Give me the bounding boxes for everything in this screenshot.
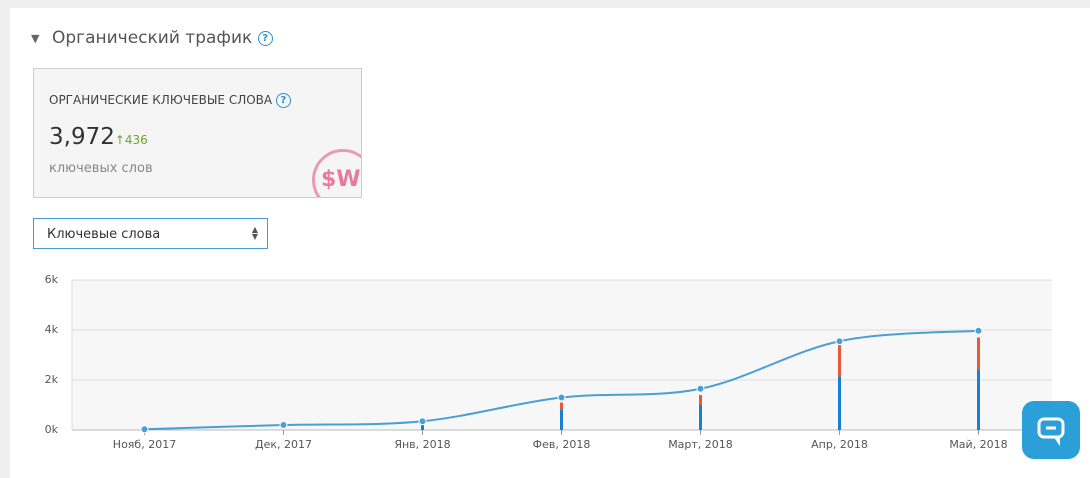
- bar-segment: [838, 345, 841, 377]
- chat-button[interactable]: [1022, 401, 1080, 459]
- point: [140, 425, 149, 434]
- card-label-text: ОРГАНИЧЕСКИЕ КЛЮЧЕВЫЕ СЛОВА: [49, 93, 273, 107]
- x-tick-label: Дек, 2017: [255, 438, 312, 451]
- y-tick-label: 4k: [45, 323, 59, 336]
- logo: $W: [312, 149, 361, 197]
- x-tick-label: Янв, 2018: [394, 438, 450, 451]
- bar-segment: [977, 370, 980, 430]
- help-icon[interactable]: ?: [275, 93, 291, 108]
- metric-select[interactable]: Ключевые слова ▲ ▼: [33, 218, 268, 249]
- card-value-row: 3,972↑436: [49, 124, 148, 150]
- bar-segment: [699, 405, 702, 430]
- bar-segment: [838, 376, 841, 430]
- metric-card: ОРГАНИЧЕСКИЕ КЛЮЧЕВЫЕ СЛОВА ? 3,972↑436 …: [33, 68, 362, 198]
- y-tick-label: 0k: [45, 423, 59, 436]
- point: [696, 384, 705, 393]
- help-icon[interactable]: ?: [257, 30, 273, 46]
- card-unit: ключевых слов: [49, 161, 153, 176]
- x-tick-label: Фев, 2018: [533, 438, 591, 451]
- point: [418, 417, 427, 426]
- bar-segment: [699, 395, 702, 405]
- y-tick-label: 2k: [45, 373, 59, 386]
- card-delta: ↑436: [114, 133, 148, 147]
- card-label: ОРГАНИЧЕСКИЕ КЛЮЧЕВЫЕ СЛОВА ?: [49, 93, 291, 108]
- bar-segment: [421, 425, 424, 430]
- bar-segment: [560, 402, 563, 410]
- x-tick-label: Апр, 2018: [811, 438, 868, 451]
- section-title: Органический трафик ?: [52, 28, 273, 48]
- point: [974, 326, 983, 335]
- chat-icon: [1037, 417, 1065, 447]
- x-tick-label: Март, 2018: [668, 438, 733, 451]
- select-label: Ключевые слова: [47, 227, 161, 242]
- bar-segment: [977, 337, 980, 370]
- bar-segment: [560, 410, 563, 430]
- point: [835, 337, 844, 346]
- point: [557, 393, 566, 402]
- select-arrows: ▲ ▼: [251, 225, 258, 241]
- x-tick-label: Май, 2018: [949, 438, 1007, 451]
- collapse-toggle[interactable]: ▼: [31, 32, 40, 45]
- card-value: 3,972: [49, 124, 115, 150]
- chart: 0k 2k 4k 6k Нояб, 2017 Дек, 2017 Янв, 2018 Фев,…: [45, 273, 1052, 451]
- point: [279, 421, 288, 429]
- y-tick-label: 6k: [45, 273, 59, 286]
- page: ▼ Органический трафик ? ОРГАНИЧЕСКИЕ КЛЮ…: [10, 8, 1090, 478]
- title-text: Органический трафик: [52, 28, 253, 48]
- x-tick-label: Нояб, 2017: [113, 438, 176, 451]
